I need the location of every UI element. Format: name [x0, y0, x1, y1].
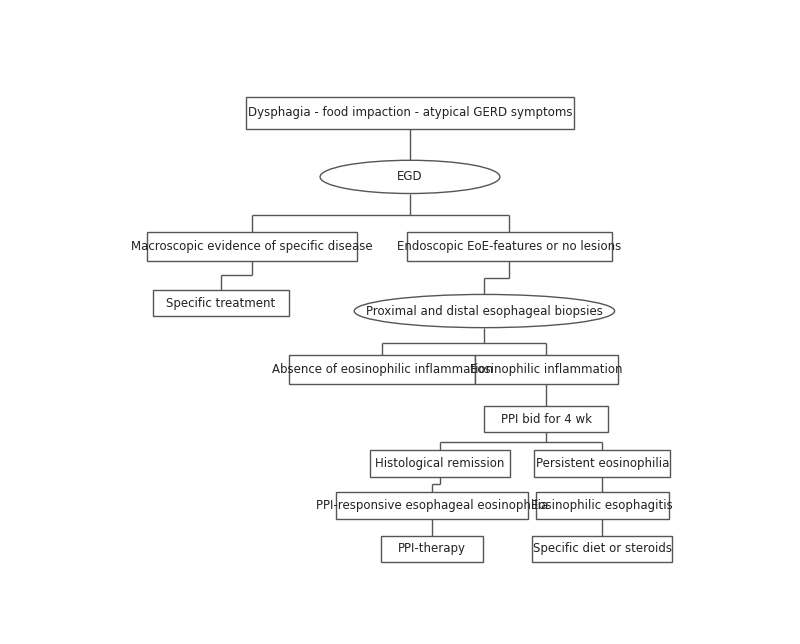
- FancyBboxPatch shape: [153, 290, 289, 316]
- Text: Specific treatment: Specific treatment: [166, 297, 275, 310]
- FancyBboxPatch shape: [336, 492, 528, 518]
- Text: Specific diet or steroids: Specific diet or steroids: [533, 542, 672, 555]
- Text: Absence of eosinophilic inflammation: Absence of eosinophilic inflammation: [271, 363, 493, 376]
- FancyBboxPatch shape: [534, 450, 670, 477]
- FancyBboxPatch shape: [535, 492, 669, 518]
- Ellipse shape: [354, 294, 614, 328]
- FancyBboxPatch shape: [407, 232, 611, 261]
- Text: Histological remission: Histological remission: [375, 457, 505, 470]
- FancyBboxPatch shape: [289, 355, 475, 384]
- Text: Proximal and distal esophageal biopsies: Proximal and distal esophageal biopsies: [366, 305, 603, 317]
- Text: Dysphagia - food impaction - atypical GERD symptoms: Dysphagia - food impaction - atypical GE…: [248, 106, 572, 119]
- FancyBboxPatch shape: [370, 450, 510, 477]
- Text: EGD: EGD: [397, 171, 423, 184]
- FancyBboxPatch shape: [485, 406, 609, 432]
- FancyBboxPatch shape: [146, 232, 358, 261]
- Text: Eosinophilic inflammation: Eosinophilic inflammation: [470, 363, 622, 376]
- Text: Persistent eosinophilia: Persistent eosinophilia: [535, 457, 669, 470]
- FancyBboxPatch shape: [533, 536, 672, 562]
- Text: Macroscopic evidence of specific disease: Macroscopic evidence of specific disease: [131, 240, 373, 253]
- Text: PPI bid for 4 wk: PPI bid for 4 wk: [501, 413, 592, 426]
- Text: PPI-responsive esophageal eosinophilia: PPI-responsive esophageal eosinophilia: [315, 499, 548, 512]
- FancyBboxPatch shape: [475, 355, 618, 384]
- FancyBboxPatch shape: [246, 97, 574, 129]
- Text: Eosinophilic esophagitis: Eosinophilic esophagitis: [531, 499, 673, 512]
- FancyBboxPatch shape: [381, 536, 483, 562]
- Text: PPI-therapy: PPI-therapy: [398, 542, 466, 555]
- Text: Endoscopic EoE-features or no lesions: Endoscopic EoE-features or no lesions: [397, 240, 622, 253]
- Ellipse shape: [320, 160, 500, 193]
